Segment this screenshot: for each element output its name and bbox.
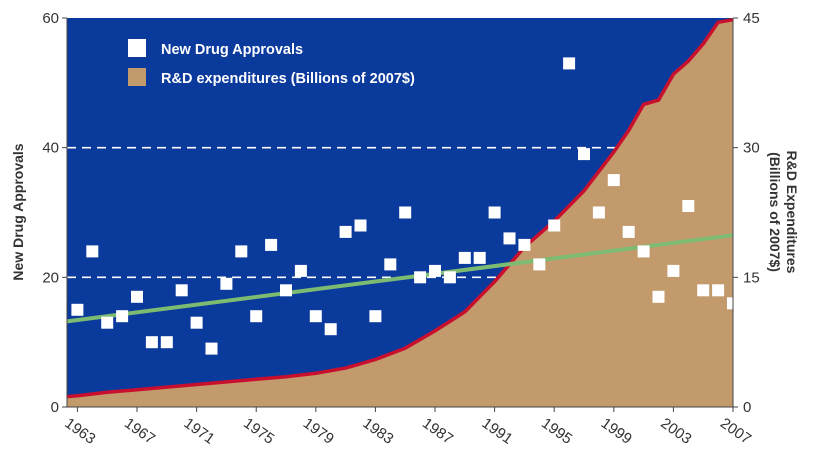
approval-point xyxy=(667,264,680,277)
approval-point xyxy=(145,336,158,349)
approval-point xyxy=(473,251,486,264)
approval-point xyxy=(250,310,263,323)
approval-point xyxy=(518,238,531,251)
x-tick-label: 1975 xyxy=(240,415,277,448)
approval-point xyxy=(503,232,516,245)
approval-point xyxy=(71,303,84,316)
right-tick-label: 30 xyxy=(743,140,760,157)
x-tick-label: 1983 xyxy=(359,415,396,448)
trend-line xyxy=(66,233,734,324)
approval-point xyxy=(592,206,605,219)
approval-point xyxy=(607,174,620,187)
rd-outline xyxy=(66,17,734,399)
left-tick-label: 0 xyxy=(51,399,59,416)
approval-point xyxy=(384,258,397,271)
legend: New Drug Approvals R&D expenditures (Bil… xyxy=(128,39,415,87)
x-tick-label: 1991 xyxy=(479,415,516,448)
approval-point xyxy=(160,336,173,349)
approval-point xyxy=(369,310,382,323)
approval-point xyxy=(175,284,188,297)
approval-point xyxy=(443,271,456,284)
approval-point xyxy=(399,206,412,219)
trend-line-segment xyxy=(66,233,734,324)
approval-points xyxy=(71,57,739,355)
x-tick-label: 1979 xyxy=(300,415,337,448)
approval-point xyxy=(533,258,546,271)
approval-point xyxy=(429,264,441,277)
approval-point xyxy=(682,200,695,212)
legend-rd-swatch xyxy=(128,68,146,86)
approval-point xyxy=(488,206,501,219)
left-axis-title: New Drug Approvals xyxy=(10,143,26,280)
x-tick-label: 1967 xyxy=(121,415,158,448)
approval-point xyxy=(563,57,576,70)
x-tick-label: 1995 xyxy=(538,415,575,448)
approval-point xyxy=(652,290,665,303)
rd-area-fill xyxy=(67,19,733,407)
approval-point xyxy=(622,225,635,238)
approval-point xyxy=(116,310,129,323)
left-tick-label: 60 xyxy=(42,10,59,27)
x-tick-label: 1987 xyxy=(419,415,456,448)
approval-point xyxy=(235,245,248,258)
approval-point xyxy=(712,284,725,297)
x-tick-label: 1971 xyxy=(181,415,218,448)
approval-point xyxy=(324,323,337,336)
approval-point xyxy=(280,284,292,297)
rd-area xyxy=(66,17,734,407)
right-tick-label: 0 xyxy=(743,399,751,416)
right-tick-label: 15 xyxy=(743,269,760,286)
approval-point xyxy=(309,310,322,323)
legend-rd-label: R&D expenditures (Billions of 2007$) xyxy=(161,71,415,87)
approval-point xyxy=(414,271,427,284)
legend-approvals-swatch xyxy=(128,39,146,57)
x-tick-label: 1999 xyxy=(598,415,635,448)
x-tick-label: 2003 xyxy=(657,415,694,448)
approval-point xyxy=(101,316,114,329)
approval-point xyxy=(265,238,278,251)
legend-approvals-label: New Drug Approvals xyxy=(161,42,303,58)
approval-point xyxy=(354,219,367,232)
approval-point xyxy=(131,290,143,303)
approval-point xyxy=(190,316,203,329)
axes xyxy=(66,18,734,408)
approval-point xyxy=(637,245,650,258)
approval-point xyxy=(339,225,352,238)
approval-point xyxy=(548,219,561,232)
right-axis-title-line2: (Billions of 2007$) xyxy=(767,152,783,272)
right-axis-title-line1: R&D Expenditures xyxy=(784,151,800,274)
approval-point xyxy=(458,251,471,264)
right-tick-label: 45 xyxy=(743,10,760,27)
approval-point xyxy=(578,148,590,161)
left-tick-label: 40 xyxy=(42,140,59,157)
approval-point xyxy=(294,264,307,277)
x-tick-label: 1963 xyxy=(61,415,98,448)
approval-point xyxy=(220,277,233,290)
approval-point xyxy=(205,342,218,355)
approval-point xyxy=(86,245,99,258)
approval-point xyxy=(697,284,710,297)
left-tick-label: 20 xyxy=(42,269,59,286)
x-tick-label: 2007 xyxy=(717,415,754,448)
